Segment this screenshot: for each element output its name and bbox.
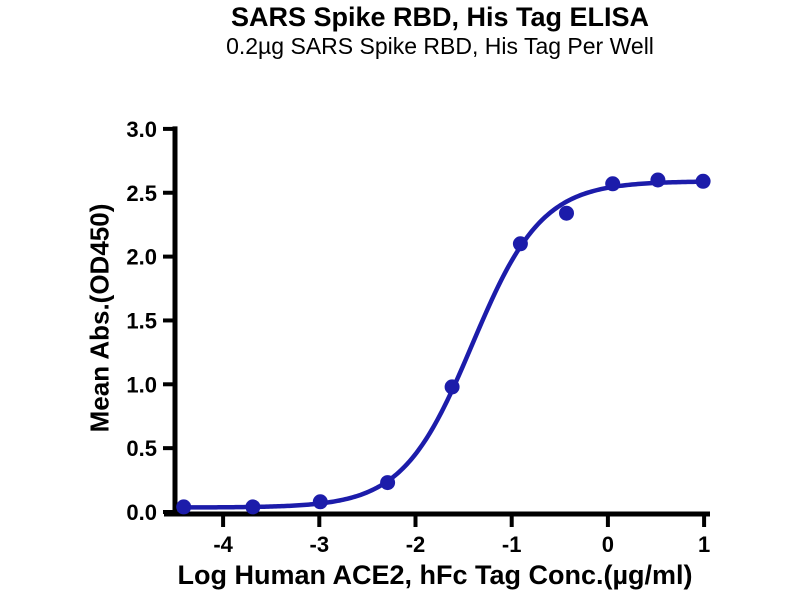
y-tick-label: 2.5 — [126, 181, 157, 206]
y-tick-label: 2.0 — [126, 245, 157, 270]
data-point — [312, 494, 328, 510]
y-tick-label: 1.5 — [126, 308, 157, 333]
x-axis-title: Log Human ACE2, hFc Tag Conc.(µg/ml) — [177, 560, 693, 590]
data-point — [444, 379, 460, 395]
data-points-group — [176, 172, 711, 515]
tick-labels-group: 0.0 0.5 1.0 1.5 2.0 2.5 3.0 -4 -3 -2 -1 0 1 — [126, 117, 710, 557]
data-point — [605, 176, 621, 192]
x-tick-label: -1 — [502, 532, 522, 557]
y-tick-label: 0.0 — [126, 500, 157, 525]
data-point — [176, 499, 192, 515]
data-point — [650, 172, 666, 188]
fit-curve-group — [181, 179, 706, 510]
y-tick-label: 1.0 — [126, 372, 157, 397]
data-point — [559, 205, 574, 221]
data-point — [695, 173, 711, 189]
y-tick-label: 3.0 — [126, 117, 157, 142]
data-point — [245, 499, 261, 515]
data-point — [380, 475, 396, 491]
x-tick-label: -4 — [213, 532, 233, 557]
fit-curve — [181, 179, 706, 510]
chart-subtitle: 0.2µg SARS Spike RBD, His Tag Per Well — [226, 33, 654, 59]
data-point — [512, 236, 528, 252]
x-tick-label: 1 — [698, 532, 710, 557]
y-tick-label: 0.5 — [126, 436, 157, 461]
chart-title: SARS Spike RBD, His Tag ELISA — [230, 2, 650, 32]
x-tick-label: 0 — [602, 532, 614, 557]
x-tick-label: -3 — [310, 532, 330, 557]
x-tick-label: -2 — [406, 532, 426, 557]
